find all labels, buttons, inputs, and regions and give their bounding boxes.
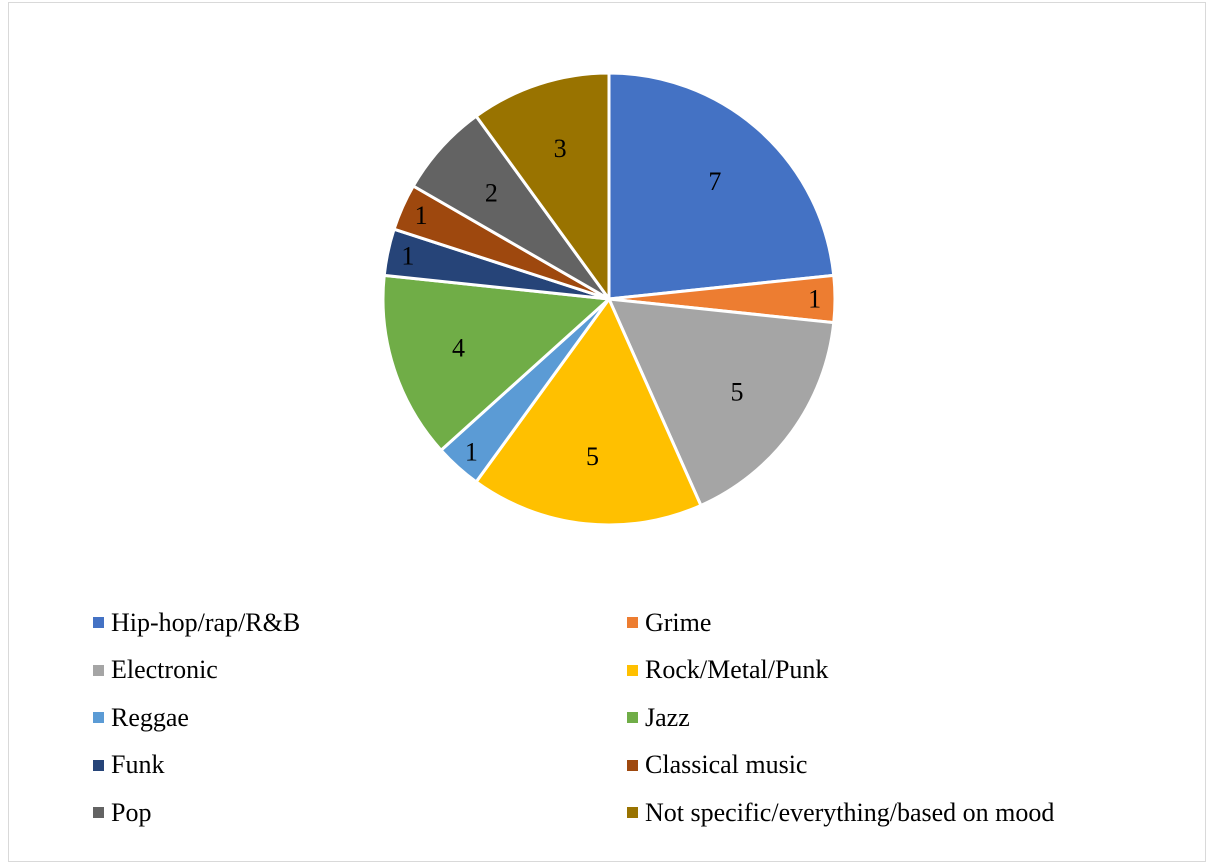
legend-entry: Funk <box>93 742 627 790</box>
slice-data-label: 7 <box>708 167 721 196</box>
pie-slice <box>474 297 703 527</box>
legend-entry: Not specific/everything/based on mood <box>627 789 1187 837</box>
legend-label: Pop <box>111 797 152 827</box>
legend-entry: Jazz <box>627 694 1187 742</box>
legend-entry: Rock/Metal/Punk <box>627 647 1187 695</box>
pie-slice <box>381 273 611 452</box>
legend-swatch <box>627 759 638 771</box>
legend-entry: Pop <box>93 789 627 837</box>
pie-slice <box>607 297 836 507</box>
legend-label: Rock/Metal/Punk <box>645 655 829 685</box>
legend-swatch <box>627 664 638 676</box>
legend: Hip-hop/rap/R&B Grime Electronic Rock/Metal… <box>93 599 1203 837</box>
pie-slice <box>607 71 836 301</box>
legend-label: Jazz <box>645 702 690 732</box>
slice-data-label: 1 <box>465 437 478 466</box>
legend-label: Electronic <box>111 655 218 685</box>
legend-entry: Classical music <box>627 742 1187 790</box>
slice-data-label: 1 <box>401 242 414 271</box>
legend-entry: Hip-hop/rap/R&B <box>93 599 627 647</box>
legend-swatch <box>627 617 638 629</box>
legend-label: Funk <box>111 750 165 780</box>
slice-data-label: 5 <box>586 442 599 471</box>
legend-label: Grime <box>645 607 712 637</box>
legend-swatch <box>627 807 638 819</box>
legend-swatch <box>93 712 104 724</box>
legend-label: Classical music <box>645 750 808 780</box>
legend-entry: Electronic <box>93 647 627 695</box>
legend-entry: Reggae <box>93 694 627 742</box>
slice-data-label: 1 <box>415 201 428 230</box>
slice-data-label: 5 <box>730 377 743 406</box>
legend-swatch <box>627 712 638 724</box>
legend-swatch <box>93 664 104 676</box>
pie-slice <box>474 71 611 301</box>
legend-swatch <box>93 807 104 819</box>
legend-label: Reggae <box>111 702 189 732</box>
legend-label: Not specific/everything/based on mood <box>645 797 1055 827</box>
legend-label: Hip-hop/rap/R&B <box>111 607 301 637</box>
legend-swatch <box>93 617 104 629</box>
legend-swatch <box>93 759 104 771</box>
slice-data-label: 2 <box>485 179 498 208</box>
legend-entry: Grime <box>627 599 1187 647</box>
slice-data-label: 1 <box>808 285 821 314</box>
slice-data-label: 3 <box>554 134 567 163</box>
slice-data-label: 4 <box>452 333 465 362</box>
